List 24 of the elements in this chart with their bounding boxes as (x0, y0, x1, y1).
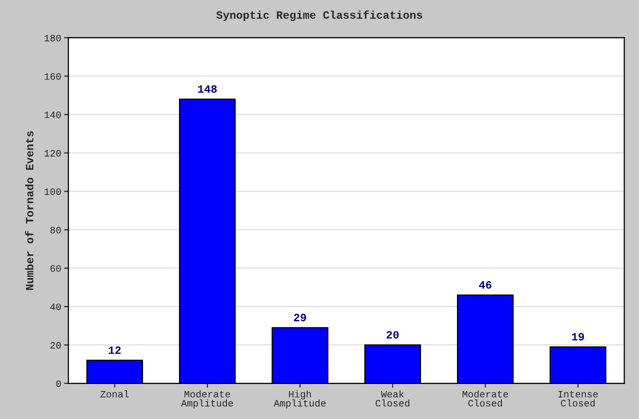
data-label: 12 (108, 346, 121, 354)
data-label: 19 (572, 332, 584, 341)
x-tick-label: Moderate Closed (462, 390, 508, 407)
y-tick-label: 180 (44, 34, 61, 42)
y-tick-label: 100 (44, 188, 61, 195)
y-tick-label: 40 (50, 304, 61, 310)
x-tick-label: Intense Closed (558, 390, 598, 407)
y-tick-label: 0 (56, 380, 61, 388)
y-tick-label: 60 (50, 265, 61, 272)
data-label: 20 (386, 331, 399, 339)
data-label: 46 (479, 281, 492, 289)
data-label: 29 (294, 314, 306, 322)
chart-title: Synoptic Regime Classifications (216, 10, 422, 22)
data-label: 148 (198, 85, 217, 93)
y-axis-title: Number of Tornado Events (25, 131, 34, 290)
x-tick-label: Zonal (100, 390, 129, 398)
y-tick-label: 20 (50, 342, 61, 349)
x-tick-label: Moderate Amplitude (181, 390, 233, 408)
x-tick-label: High Amplitude (274, 390, 326, 408)
y-tick-label: 160 (44, 73, 61, 80)
y-tick-label: 140 (44, 112, 61, 118)
y-tick-label: 120 (44, 150, 61, 157)
x-tick-label: Weak Closed (376, 390, 410, 407)
y-tick-label: 80 (50, 226, 61, 234)
